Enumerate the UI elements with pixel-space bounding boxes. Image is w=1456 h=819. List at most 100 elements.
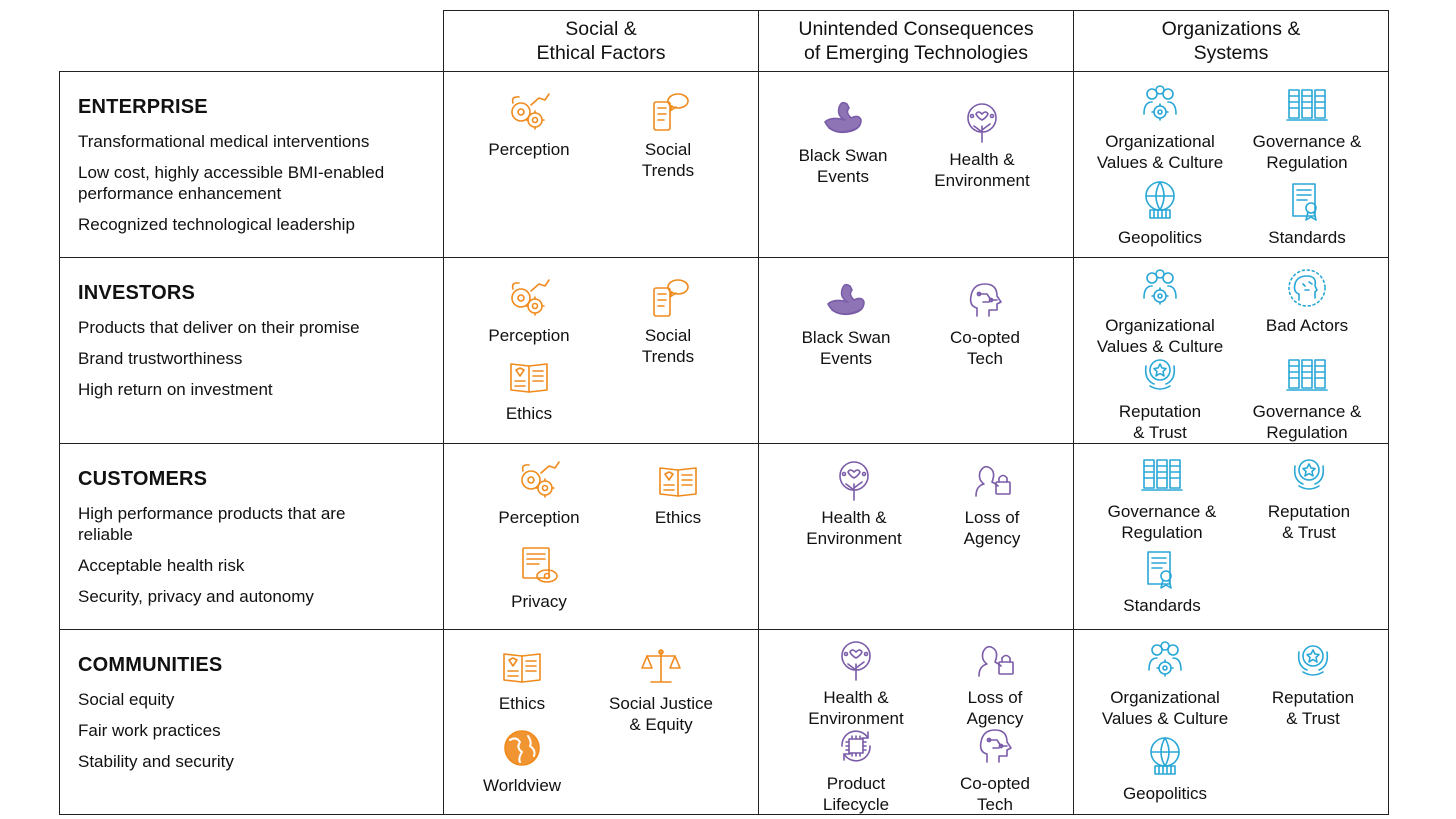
stakeholder-goal: Stability and security [78,752,234,771]
factor-item: Reputation & Trust [1238,640,1388,729]
cell-communities-social: Ethics Social Justice & Equity Worldview [443,629,759,815]
factor-item: Organizational Values & Culture [1090,640,1240,729]
factor-item: Health & Environment [781,640,931,729]
geopolitics-icon [1143,736,1187,781]
factor-label: Social Trends [641,326,695,366]
black-swan-icon [821,98,865,143]
ethics-icon [656,460,700,505]
factor-label: Standards [1268,228,1346,247]
factor-item: Loss of Agency [920,640,1070,729]
cell-investors-org: Organizational Values & Culture Bad Actor… [1073,257,1389,444]
factor-item: Loss of Agency [917,460,1067,549]
factor-label: Social Trends [641,140,695,180]
factor-item: Health & Environment [907,102,1057,191]
stakeholder-goal: Products that deliver on their promise [78,318,360,337]
factor-label: Loss of Agency [966,688,1024,728]
factor-item: Perception [454,92,604,160]
stakeholder-goal: High return on investment [78,380,273,399]
stakeholder-name: ENTERPRISE [78,96,208,118]
cell-communities-org: Organizational Values & Culture Reputatio… [1073,629,1389,815]
factor-label: Black Swan Events [798,146,888,186]
column-header-unintended: Unintended Consequences of Emerging Tech… [758,10,1074,72]
factor-item: Organizational Values & Culture [1085,268,1235,357]
factor-label: Health & Environment [806,508,902,548]
stakeholder-name: CUSTOMERS [78,468,208,490]
factor-item: Privacy [464,544,614,612]
stakeholder-investors: INVESTORS Products that deliver on their … [59,257,444,444]
factor-label: Privacy [511,592,567,611]
factor-label: Health & Environment [808,688,904,728]
factor-item: Standards [1232,180,1382,248]
stakeholder-goal: Transformational medical interventions [78,132,370,151]
stakeholder-customers: CUSTOMERS High performance products that … [59,443,444,630]
ethics-icon [507,356,551,401]
stakeholder-goal: Security, privacy and autonomy [78,587,314,606]
factor-item: Ethics [447,646,597,714]
factor-label: Co-opted Tech [960,774,1030,814]
column-title: Unintended Consequences of Emerging Tech… [798,18,1034,64]
governance-icon [1285,84,1329,129]
cell-enterprise-org: Organizational Values & Culture Governanc… [1073,71,1389,258]
ethics-icon [500,646,544,691]
stakeholder-goal: Low cost, highly accessible BMI-enabled … [78,163,385,203]
factor-item: Governance & Regulation [1232,84,1382,173]
factor-label: Ethics [505,404,553,423]
factor-item: Black Swan Events [768,98,918,187]
factor-item: Geopolitics [1085,180,1235,248]
cell-communities-unintended: Health & Environment Loss of Agency Produc… [758,629,1074,815]
stakeholder-name: INVESTORS [78,282,196,304]
factor-label: Co-opted Tech [950,328,1020,368]
stakeholder-enterprise: ENTERPRISE Transformational medical inter… [59,71,444,258]
standards-icon [1285,180,1329,225]
cell-customers-social: Perception Ethics Privacy [443,443,759,630]
factor-item: Worldview [447,728,597,796]
reputation-icon [1287,454,1331,499]
black-swan-icon [824,280,868,325]
bad-actors-icon [1285,268,1329,313]
factor-label: Organizational Values & Culture [1096,316,1224,356]
factor-label: Perception [488,140,570,159]
factor-label: Health & Environment [934,150,1030,190]
stakeholder-name: COMMUNITIES [78,654,223,676]
health-environment-icon [832,460,876,505]
factor-item: Reputation & Trust [1085,354,1235,443]
factor-label: Worldview [482,776,562,795]
column-header-org: Organizations & Systems [1073,10,1389,72]
perception-icon [517,460,561,505]
factor-label: Organizational Values & Culture [1096,132,1224,172]
factor-item: Governance & Regulation [1232,354,1382,443]
factor-item: Health & Environment [779,460,929,549]
values-culture-icon [1143,640,1187,685]
governance-icon [1140,454,1184,499]
column-header-social: Social & Ethical Factors [443,10,759,72]
health-environment-icon [834,640,878,685]
factor-label: Reputation & Trust [1118,402,1202,442]
cell-enterprise-social: Perception Social Trends [443,71,759,258]
factor-label: Bad Actors [1265,316,1349,335]
factor-label: Black Swan Events [801,328,891,368]
factor-label: Standards [1123,596,1201,615]
factor-label: Reputation & Trust [1271,688,1355,728]
factor-item: Perception [464,460,614,528]
factor-item: Co-opted Tech [920,726,1070,815]
factor-label: Ethics [498,694,546,713]
loss-of-agency-icon [973,640,1017,685]
stakeholder-goal: Recognized technological leadership [78,215,355,234]
coopted-tech-icon [973,726,1017,771]
reputation-icon [1138,354,1182,399]
health-environment-icon [960,102,1004,147]
cell-customers-unintended: Health & Environment Loss of Agency [758,443,1074,630]
factor-label: Geopolitics [1122,784,1208,803]
cell-investors-social: Perception Social Trends Ethics [443,257,759,444]
factor-item: Co-opted Tech [910,280,1060,369]
factor-label: Organizational Values & Culture [1101,688,1229,728]
social-trends-icon [646,92,690,137]
social-trends-icon [646,278,690,323]
privacy-icon [517,544,561,589]
factor-item: Ethics [454,356,604,424]
coopted-tech-icon [963,280,1007,325]
factor-item: Organizational Values & Culture [1085,84,1235,173]
reputation-icon [1291,640,1335,685]
factor-item: Standards [1087,548,1237,616]
factor-item: Reputation & Trust [1234,454,1384,543]
